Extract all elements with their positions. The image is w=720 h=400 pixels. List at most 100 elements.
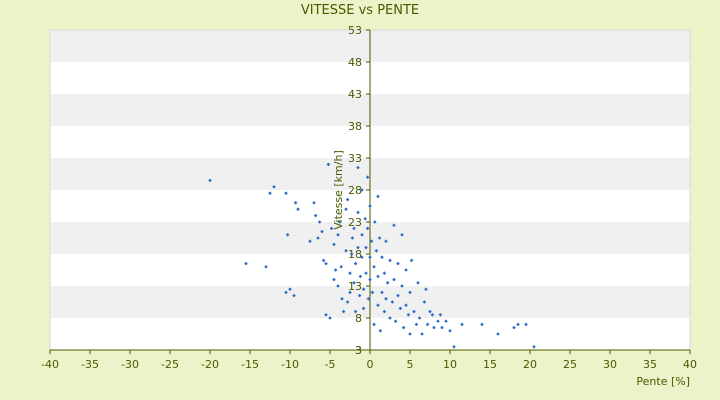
data-point xyxy=(320,229,324,234)
data-point xyxy=(440,325,444,330)
data-point xyxy=(424,287,428,291)
data-point xyxy=(328,316,332,320)
data-point xyxy=(368,255,372,259)
data-point xyxy=(356,165,360,170)
data-point xyxy=(422,300,427,304)
data-point xyxy=(321,258,326,263)
y-tick-label: 48 xyxy=(348,56,362,69)
data-point xyxy=(366,297,371,301)
data-points xyxy=(208,162,536,349)
data-point xyxy=(312,201,316,205)
data-point xyxy=(293,201,298,205)
data-point xyxy=(326,162,331,167)
data-point xyxy=(388,316,392,320)
chart-title: VITESSE vs PENTE xyxy=(301,3,419,18)
x-tick-label: 35 xyxy=(643,358,657,371)
data-point xyxy=(264,265,268,269)
data-point xyxy=(373,220,377,224)
data-point xyxy=(420,332,424,336)
data-point xyxy=(404,268,408,272)
x-tick-labels: -40 -35 -30 -25 -20 -15 -10 -5 0 5 10 15 20 25 30 35 40 xyxy=(41,350,697,371)
x-tick-label: -25 xyxy=(161,358,179,371)
x-tick-label: -5 xyxy=(325,358,336,371)
data-point xyxy=(406,313,411,317)
data-point xyxy=(425,322,430,327)
x-axis-label: Pente [%] xyxy=(636,375,690,388)
data-point xyxy=(356,210,360,215)
data-point xyxy=(308,239,312,243)
data-point xyxy=(360,188,364,192)
data-point xyxy=(344,207,348,211)
data-point xyxy=(361,306,366,311)
x-tick-label: 0 xyxy=(367,358,374,371)
data-point xyxy=(332,242,336,247)
data-point xyxy=(348,290,352,295)
data-point xyxy=(480,322,484,327)
data-point xyxy=(356,245,360,250)
y-tick-label: 28 xyxy=(348,184,362,197)
data-point xyxy=(272,185,276,189)
data-point xyxy=(341,309,346,314)
data-point xyxy=(360,233,364,237)
data-point xyxy=(350,236,355,240)
data-point xyxy=(430,313,435,317)
data-point xyxy=(324,261,328,266)
data-point xyxy=(444,319,448,323)
data-point xyxy=(396,261,400,266)
data-point xyxy=(364,271,368,275)
data-point xyxy=(404,303,408,307)
data-point xyxy=(353,261,358,266)
data-point xyxy=(365,226,370,231)
data-point xyxy=(316,236,320,240)
data-point xyxy=(285,233,290,237)
data-point xyxy=(384,239,388,243)
x-tick-label: 30 xyxy=(603,358,617,371)
y-tick-label: 38 xyxy=(348,120,362,133)
data-point xyxy=(432,325,436,330)
x-tick-label: -20 xyxy=(201,358,219,371)
data-point xyxy=(284,191,288,195)
data-point xyxy=(344,249,348,253)
data-point xyxy=(438,313,443,317)
x-tick-label: 5 xyxy=(407,358,414,371)
data-point xyxy=(378,329,383,333)
y-tick-label: 8 xyxy=(355,312,362,325)
x-tick-label: 40 xyxy=(683,358,697,371)
data-point xyxy=(296,207,300,211)
data-point xyxy=(400,284,404,288)
y-tick-label: 43 xyxy=(348,88,362,101)
data-point xyxy=(368,277,372,282)
y-tick-label: 3 xyxy=(355,344,362,357)
data-point xyxy=(408,332,412,336)
data-point xyxy=(516,322,520,327)
x-tick-label: 10 xyxy=(443,358,457,371)
data-point xyxy=(396,293,400,298)
data-point xyxy=(376,194,380,199)
data-point xyxy=(244,261,248,266)
data-point xyxy=(339,265,343,269)
data-point xyxy=(377,236,382,240)
data-point xyxy=(376,303,380,307)
y-tick-label: 13 xyxy=(348,280,362,293)
data-point xyxy=(337,220,342,224)
data-point xyxy=(428,309,432,314)
data-point xyxy=(414,322,419,327)
data-point xyxy=(417,316,422,320)
y-tick-label: 18 xyxy=(348,248,362,261)
data-point xyxy=(348,271,352,275)
data-point xyxy=(357,293,362,298)
x-tick-label: 20 xyxy=(523,358,537,371)
data-point xyxy=(392,223,396,227)
data-point xyxy=(380,255,384,259)
data-point xyxy=(524,322,528,327)
data-point xyxy=(401,325,406,330)
data-point xyxy=(345,300,350,304)
data-point xyxy=(452,345,456,349)
data-point xyxy=(340,297,344,301)
data-point xyxy=(333,268,338,272)
y-tick-label: 3 xyxy=(355,344,362,357)
data-point xyxy=(329,226,334,231)
data-point xyxy=(268,191,272,195)
data-point xyxy=(336,233,340,237)
